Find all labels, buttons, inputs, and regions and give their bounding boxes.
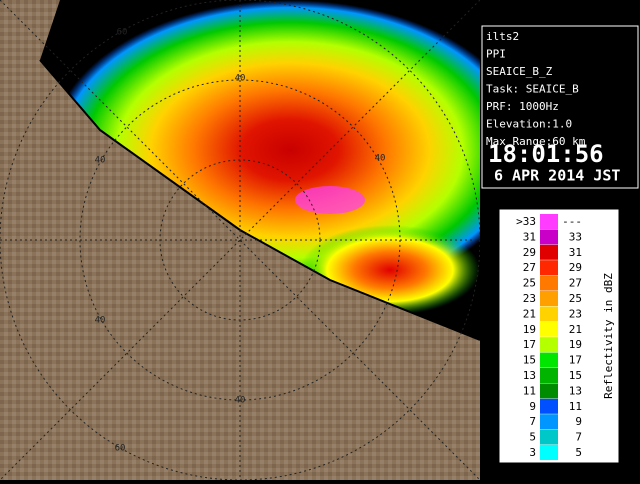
legend-high: 27 bbox=[569, 277, 582, 290]
range-label: 40 bbox=[95, 156, 106, 166]
legend-swatch bbox=[540, 368, 558, 383]
legend-swatch bbox=[540, 244, 558, 260]
legend-swatch bbox=[540, 321, 558, 337]
date: 6 APR 2014 JST bbox=[494, 167, 620, 185]
info-panel bbox=[481, 25, 639, 189]
legend-low: 29 bbox=[523, 246, 536, 259]
legend-high: 19 bbox=[569, 338, 582, 351]
legend-swatch bbox=[540, 398, 558, 414]
legend-high: 23 bbox=[569, 307, 582, 320]
legend-swatch bbox=[540, 414, 558, 430]
legend-swatch bbox=[540, 337, 558, 353]
legend-swatch bbox=[540, 306, 558, 322]
range-label: 40 bbox=[235, 396, 246, 406]
range-label: 40 bbox=[235, 74, 246, 84]
legend-low: 25 bbox=[523, 277, 536, 290]
azimuth-line bbox=[0, 0, 480, 480]
legend-high: 17 bbox=[569, 354, 582, 367]
info-line: Max Range:60 km bbox=[486, 135, 586, 148]
time: 18:01:56 bbox=[488, 140, 604, 168]
legend-low: 21 bbox=[523, 307, 536, 320]
legend-low: 3 bbox=[529, 446, 536, 459]
legend-low: 13 bbox=[523, 369, 536, 382]
echo bbox=[295, 186, 365, 214]
legend-low: 19 bbox=[523, 323, 536, 336]
info-line: Task: SEAICE_B bbox=[486, 83, 579, 96]
legend-low: 31 bbox=[523, 230, 536, 243]
legend-swatch bbox=[540, 445, 558, 460]
legend-high: 29 bbox=[569, 261, 582, 274]
legend-low: 17 bbox=[523, 338, 536, 351]
range-label: 60 bbox=[115, 444, 126, 454]
legend-swatch bbox=[540, 429, 558, 445]
range-label: 40 bbox=[375, 154, 386, 164]
info-line: PPI bbox=[486, 48, 506, 61]
azimuth-line bbox=[0, 0, 480, 480]
legend-swatch bbox=[540, 275, 558, 291]
legend-high: 31 bbox=[569, 246, 582, 259]
legend-low: >33 bbox=[516, 215, 536, 228]
legend-swatch bbox=[540, 260, 558, 276]
info-line: SEAICE_B_Z bbox=[486, 65, 553, 78]
legend-swatch bbox=[540, 383, 558, 399]
legend-high: 15 bbox=[569, 369, 582, 382]
legend-high: 11 bbox=[569, 400, 582, 413]
legend-low: 23 bbox=[523, 292, 536, 305]
legend-high: 7 bbox=[575, 431, 582, 444]
info-line: Elevation:1.0 bbox=[486, 118, 572, 131]
range-label: 40 bbox=[95, 316, 106, 326]
legend-high: 25 bbox=[569, 292, 582, 305]
legend bbox=[499, 209, 619, 463]
legend-high: 33 bbox=[569, 230, 582, 243]
legend-high: 5 bbox=[575, 446, 582, 459]
legend-low: 27 bbox=[523, 261, 536, 274]
legend-high: --- bbox=[562, 215, 582, 228]
legend-low: 7 bbox=[529, 415, 536, 428]
legend-low: 11 bbox=[523, 384, 536, 397]
legend-high: 13 bbox=[569, 384, 582, 397]
legend-swatch bbox=[540, 352, 558, 368]
legend-high: 9 bbox=[575, 415, 582, 428]
info-line: ilts2 bbox=[486, 30, 519, 43]
legend-title: Reflectivity in dBZ bbox=[602, 273, 615, 399]
legend-low: 15 bbox=[523, 354, 536, 367]
legend-low: 9 bbox=[529, 400, 536, 413]
legend-swatch bbox=[540, 229, 558, 245]
legend-swatch bbox=[540, 291, 558, 306]
radar-map: 60 40 40 40 40 40 60 bbox=[0, 0, 480, 480]
info-line: PRF: 1000Hz bbox=[486, 100, 559, 113]
legend-high: 21 bbox=[569, 323, 582, 336]
legend-swatch bbox=[540, 214, 558, 229]
legend-low: 5 bbox=[529, 431, 536, 444]
range-label: 60 bbox=[117, 28, 128, 38]
